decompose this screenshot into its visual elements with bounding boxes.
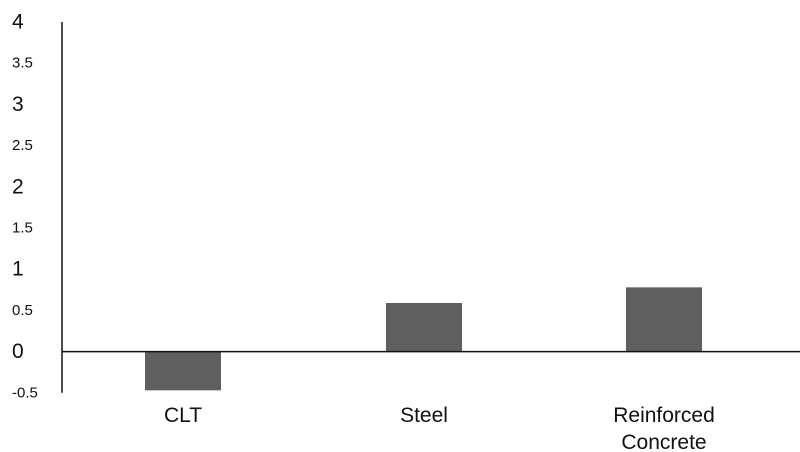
- y-tick-label: 1.5: [12, 220, 33, 237]
- bar-reinforced-concrete: [626, 287, 702, 352]
- x-tick-label-line: CLT: [164, 404, 202, 427]
- y-tick-label: 4: [12, 11, 24, 34]
- x-axis: CLT Steel Reinforced Concrete: [62, 350, 800, 452]
- y-tick-label: 0.5: [12, 302, 33, 319]
- y-tick-label: 3.5: [12, 55, 33, 72]
- x-tick-label-line: Steel: [400, 404, 448, 427]
- bar-clt: [145, 351, 221, 391]
- y-tick-label: 1: [12, 258, 24, 281]
- x-tick-label: Steel: [400, 404, 448, 427]
- x-tick-label-line: Concrete: [621, 431, 706, 452]
- y-axis: 4 3.5 3 2.5 2 1.5 1 0.5 0 -0.5: [12, 11, 63, 401]
- bars: [145, 287, 702, 391]
- y-tick-label: -0.5: [12, 384, 38, 401]
- y-tick-label: 0: [12, 340, 24, 363]
- x-tick-label-line: Reinforced: [613, 404, 715, 427]
- y-tick-label: 2: [12, 175, 24, 198]
- bar-steel: [386, 302, 462, 352]
- x-tick-label: Reinforced Concrete: [613, 404, 715, 452]
- y-tick-label: 3: [12, 93, 24, 116]
- y-tick-label: 2.5: [12, 137, 33, 154]
- x-tick-label: CLT: [164, 404, 202, 427]
